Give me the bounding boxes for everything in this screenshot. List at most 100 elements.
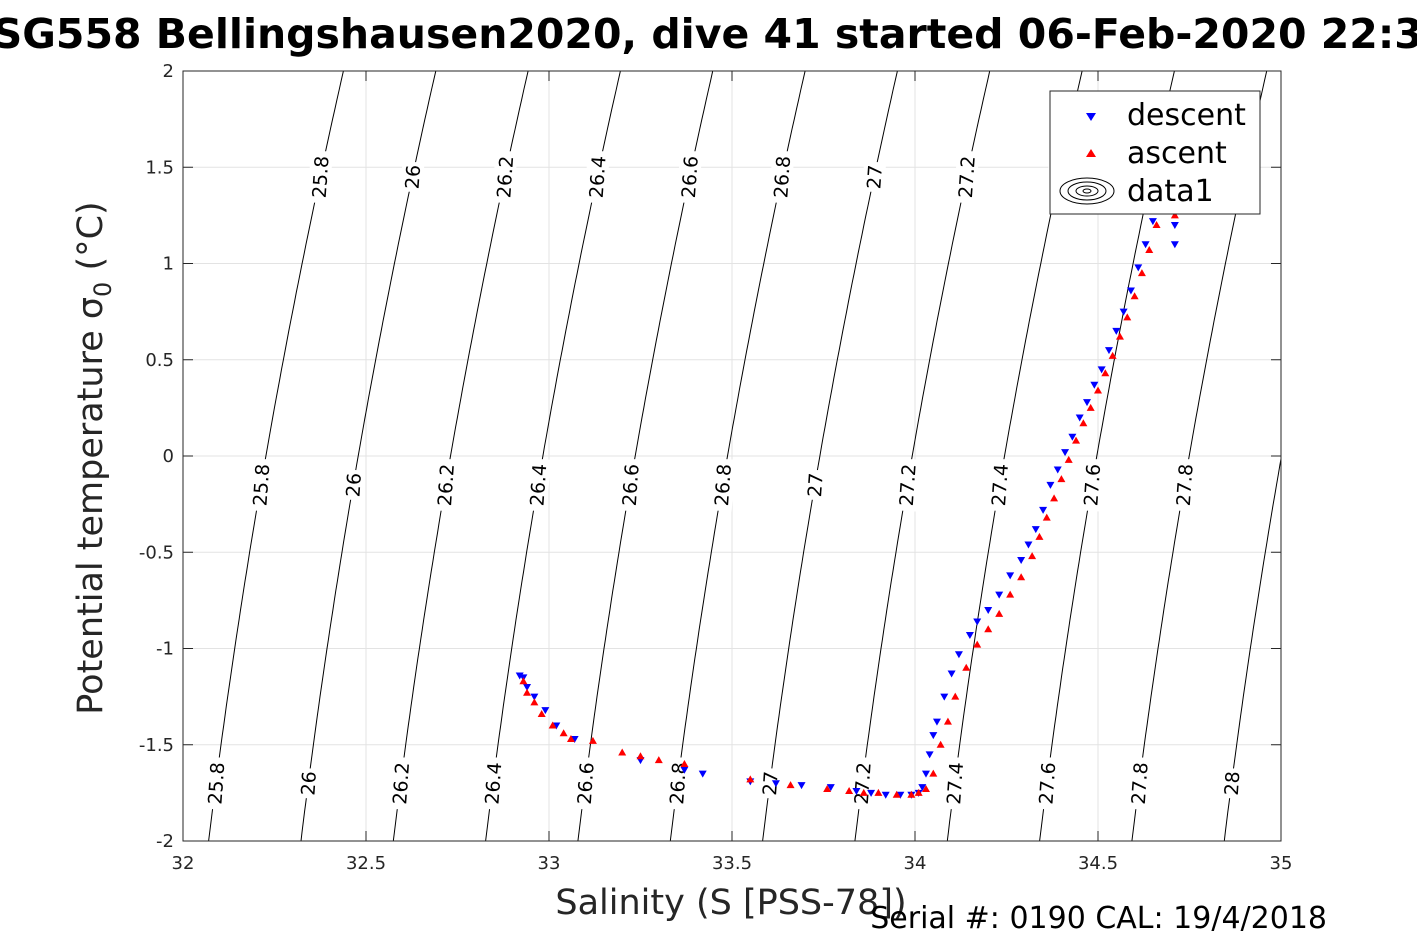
x-axis-ticks: 32 32.5 33 33.5 34 34.5 35 — [172, 71, 1293, 874]
descent-point-38 — [1053, 466, 1062, 474]
descent-point-49 — [1134, 264, 1143, 272]
contour-line-6 — [762, 71, 898, 841]
contour-label-1-6: 27 — [802, 469, 828, 501]
descent-point-48 — [1126, 287, 1135, 295]
descent-point-17 — [896, 791, 905, 799]
descent-point-46 — [1112, 327, 1121, 335]
descent-point-14 — [852, 787, 861, 795]
contour-label-text: 26.2 — [389, 761, 414, 805]
contour-line-1 — [300, 71, 437, 841]
y-tick-label-6: 1 — [163, 254, 174, 275]
contour-label-1-5: 26.8 — [709, 458, 736, 512]
ascent-point-15 — [845, 786, 854, 794]
contour-label-text: 27.6 — [1035, 761, 1060, 805]
ascent-point-9 — [636, 752, 645, 760]
contour-label-2-5: 26.8 — [768, 150, 795, 204]
legend-ascent-label: ascent — [1127, 136, 1227, 171]
y-axis-label-subscript: 0 — [89, 282, 117, 297]
contour-label-0-1: 26 — [296, 767, 321, 800]
contour-label-2-0: 25.8 — [307, 150, 334, 204]
contour-label-2-2: 26.2 — [491, 150, 518, 204]
legend-box — [1049, 90, 1261, 215]
contour-label-2-7: 27.2 — [953, 150, 980, 204]
contour-label-0-2: 26.2 — [387, 756, 414, 811]
descent-point-50 — [1141, 241, 1150, 249]
ascent-point-28 — [984, 625, 993, 633]
descent-point-20 — [918, 784, 927, 792]
contour-labels: 25.8 26 26.2 26.4 26.6 26.8 27 27.2 27.4 27.6 27.8… — [203, 150, 1245, 811]
descent-point-39 — [1061, 449, 1070, 457]
x-tick-label-0: 32 — [172, 853, 195, 874]
ascent-point-21 — [921, 785, 930, 793]
contour-label-text: 26.6 — [574, 761, 599, 805]
contour-label-1-7: 27.2 — [894, 458, 921, 512]
y-tick-label-3: -0.5 — [139, 542, 174, 563]
descent-point-24 — [932, 718, 941, 726]
contour-label-text: 26.4 — [586, 155, 611, 199]
chart-title: SG558 Bellingshausen2020, dive 41 starte… — [0, 10, 1417, 58]
ascent-point-46 — [1130, 292, 1139, 300]
contour-label-text: 27.6 — [1080, 463, 1105, 507]
legend-descent-label: descent — [1127, 98, 1246, 133]
x-tick-label-6: 35 — [1270, 853, 1293, 874]
ascent-point-27 — [973, 640, 982, 648]
ascent-point-8 — [618, 748, 627, 756]
contour-label-text: 27.2 — [896, 463, 921, 507]
contour-label-text: 28 — [1221, 771, 1245, 797]
contour-label-text: 27.2 — [955, 155, 980, 199]
ascent-point-37 — [1064, 455, 1073, 463]
contour-label-text: 27.8 — [1173, 463, 1198, 507]
x-tick-label-3: 33.5 — [712, 853, 752, 874]
ascent-point-13 — [786, 781, 795, 789]
ascent-point-12 — [746, 775, 755, 783]
descent-point-37 — [1046, 481, 1055, 489]
ascent-point-25 — [951, 692, 960, 700]
descent-point-3 — [530, 693, 539, 701]
ascent-point-5 — [559, 729, 568, 737]
y-tick-label-7: 1.5 — [145, 157, 174, 178]
contour-label-text: 26.2 — [434, 463, 459, 507]
contour-label-1-10: 27.8 — [1171, 458, 1198, 512]
y-tick-label-1: -1.5 — [139, 735, 174, 756]
contour-label-0-8: 27.4 — [941, 756, 968, 811]
x-tick-label-2: 33 — [538, 853, 561, 874]
y-tick-label-0: -2 — [156, 831, 174, 852]
contour-label-text: 27.8 — [1128, 761, 1153, 805]
contour-label-1-1: 26 — [341, 469, 366, 501]
ascent-point-6 — [566, 734, 575, 742]
ascent-point-45 — [1123, 313, 1132, 321]
descent-point-36 — [1039, 506, 1048, 514]
contour-label-1-8: 27.4 — [986, 458, 1013, 512]
ascent-point-4 — [548, 721, 557, 729]
descent-point-43 — [1090, 381, 1099, 389]
contour-label-text: 26 — [342, 472, 366, 498]
descent-point-25 — [940, 693, 949, 701]
descent-point-5 — [552, 722, 561, 730]
descent-point-34 — [1024, 541, 1033, 549]
descent-point-40 — [1068, 433, 1077, 441]
contour-label-text: 26.8 — [711, 463, 736, 507]
legend-contour-marker — [1059, 177, 1115, 205]
ascent-point-26 — [962, 663, 971, 671]
contour-label-2-1: 26 — [400, 161, 425, 193]
legend-data1-label: data1 — [1127, 174, 1214, 209]
y-tick-label-8: 2 — [163, 61, 174, 82]
contour-label-2-3: 26.4 — [584, 150, 611, 204]
descent-point-41 — [1075, 414, 1084, 422]
ascent-point-1 — [523, 688, 532, 696]
descent-point-9 — [698, 770, 707, 778]
descent-point-13 — [826, 784, 835, 792]
descent-point-4 — [541, 707, 550, 715]
contour-label-text: 27 — [759, 771, 783, 797]
ascent-point-7 — [588, 736, 597, 744]
ascent-point-3 — [537, 709, 546, 717]
ascent-point-48 — [1145, 246, 1154, 254]
ascent-point-2 — [530, 698, 539, 706]
y-axis-ticks: -2 -1.5 -1 -0.5 0 0.5 1 1.5 2 — [139, 61, 1281, 852]
ascent-point-16 — [859, 788, 868, 796]
descent-point-2 — [523, 684, 532, 691]
ascent-point-20 — [914, 788, 923, 796]
descent-point-30 — [984, 607, 993, 614]
contour-label-text: 25.8 — [204, 761, 229, 805]
ascent-point-0 — [519, 677, 528, 685]
